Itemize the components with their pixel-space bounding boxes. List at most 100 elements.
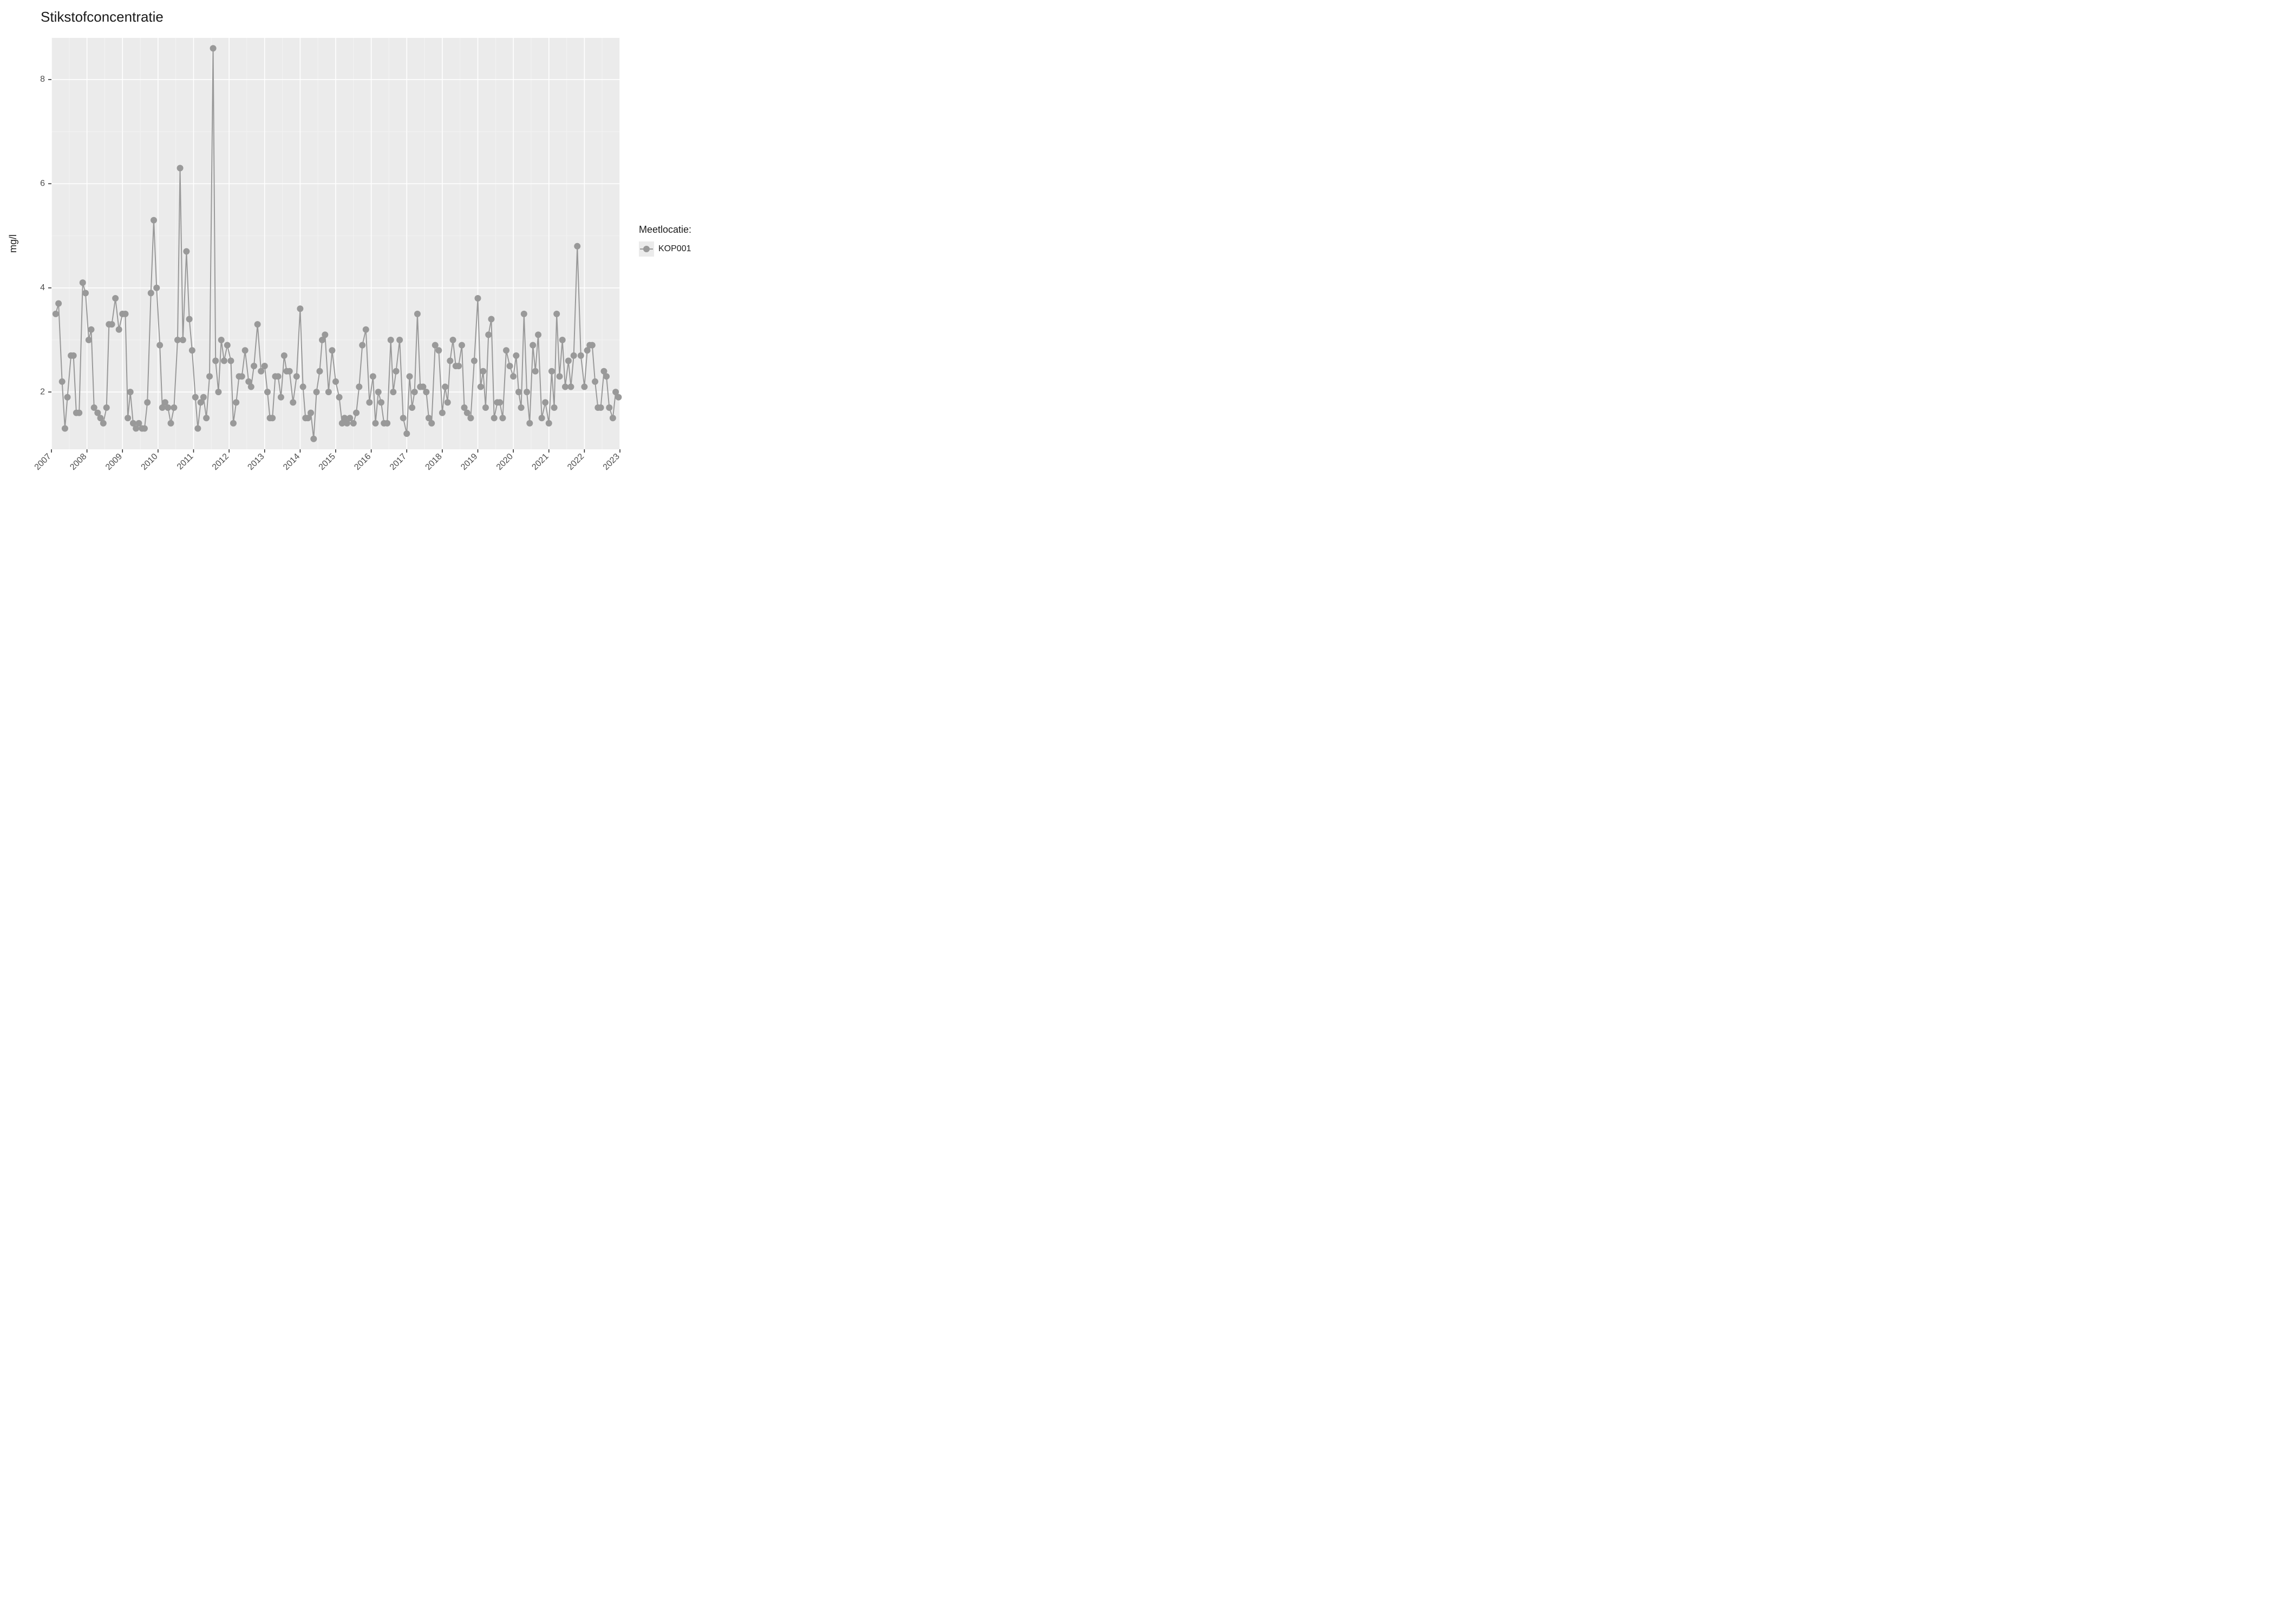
x-tick-label: 2007 xyxy=(33,452,53,472)
data-point xyxy=(144,399,151,405)
x-tick-label: 2011 xyxy=(175,452,195,472)
data-point xyxy=(230,420,237,427)
data-point xyxy=(112,295,119,302)
data-point xyxy=(482,404,489,411)
data-point xyxy=(316,368,323,375)
x-tick-label: 2014 xyxy=(282,452,302,472)
data-point xyxy=(64,394,71,401)
data-point xyxy=(513,352,519,359)
data-point xyxy=(148,290,154,296)
legend: Meetlocatie:KOP001 xyxy=(639,224,691,257)
data-point xyxy=(507,363,513,369)
data-point xyxy=(478,384,484,390)
data-point xyxy=(264,389,271,395)
data-point xyxy=(125,415,131,421)
data-point xyxy=(168,420,174,427)
x-tick-label: 2020 xyxy=(495,452,515,472)
data-point xyxy=(565,357,572,364)
data-point xyxy=(286,368,293,375)
data-point xyxy=(122,311,129,317)
data-point xyxy=(53,311,59,317)
data-point xyxy=(363,326,369,333)
data-point xyxy=(546,420,552,427)
data-point xyxy=(281,352,287,359)
data-point xyxy=(180,337,186,343)
data-point xyxy=(589,342,596,349)
data-point xyxy=(445,399,451,405)
y-tick-label: 6 xyxy=(40,179,45,188)
data-point xyxy=(194,425,201,432)
data-point xyxy=(518,404,525,411)
x-tick-label: 2015 xyxy=(317,452,337,472)
data-point xyxy=(578,352,584,359)
line-chart: 2007200820092010201120122013201420152016… xyxy=(0,0,758,541)
data-point xyxy=(530,342,536,349)
y-tick-label: 4 xyxy=(40,283,45,292)
chart-container: 2007200820092010201120122013201420152016… xyxy=(0,0,758,541)
data-point xyxy=(183,248,190,254)
data-point xyxy=(592,378,598,385)
data-point xyxy=(308,410,314,416)
x-tick-label: 2009 xyxy=(104,452,124,472)
data-point xyxy=(532,368,539,375)
data-point xyxy=(515,389,522,395)
x-tick-label: 2018 xyxy=(424,452,444,472)
data-point xyxy=(411,389,418,395)
data-point xyxy=(439,410,446,416)
data-point xyxy=(356,384,362,390)
data-point xyxy=(59,378,66,385)
data-point xyxy=(80,279,86,286)
data-point xyxy=(141,425,148,432)
data-point xyxy=(400,415,407,421)
data-point xyxy=(455,363,462,369)
data-point xyxy=(551,404,558,411)
data-point xyxy=(447,357,453,364)
data-point xyxy=(373,420,379,427)
data-point xyxy=(248,384,254,390)
data-point xyxy=(366,399,373,405)
data-point xyxy=(480,368,486,375)
data-point xyxy=(76,410,82,416)
data-point xyxy=(467,415,474,421)
data-point xyxy=(499,415,506,421)
data-point xyxy=(88,326,95,333)
data-point xyxy=(215,389,221,395)
data-point xyxy=(210,45,217,51)
data-point xyxy=(496,399,503,405)
data-point xyxy=(156,342,163,349)
data-point xyxy=(503,347,509,353)
data-point xyxy=(151,217,157,224)
data-point xyxy=(329,347,335,353)
data-point xyxy=(428,420,435,427)
data-point xyxy=(571,352,577,359)
data-point xyxy=(603,373,610,379)
data-point xyxy=(275,373,282,379)
data-point xyxy=(526,420,533,427)
data-point xyxy=(297,305,303,312)
data-point xyxy=(610,415,616,421)
data-point xyxy=(491,415,498,421)
data-point xyxy=(459,342,465,349)
data-point xyxy=(251,363,257,369)
y-tick-label: 8 xyxy=(40,75,45,84)
data-point xyxy=(524,389,530,395)
data-point xyxy=(62,425,68,432)
data-point xyxy=(435,347,442,353)
data-point xyxy=(539,415,545,421)
data-point xyxy=(567,384,574,390)
data-point xyxy=(535,331,541,338)
data-point xyxy=(290,399,296,405)
x-tick-label: 2022 xyxy=(566,452,586,472)
data-point xyxy=(322,331,328,338)
data-point xyxy=(70,352,77,359)
x-tick-label: 2016 xyxy=(352,452,373,472)
data-point xyxy=(471,357,478,364)
data-point xyxy=(218,337,225,343)
data-point xyxy=(403,430,410,437)
data-point xyxy=(475,295,481,302)
data-point xyxy=(177,165,184,172)
data-point xyxy=(300,384,306,390)
data-point xyxy=(278,394,284,401)
data-point xyxy=(562,384,568,390)
data-point xyxy=(200,394,207,401)
